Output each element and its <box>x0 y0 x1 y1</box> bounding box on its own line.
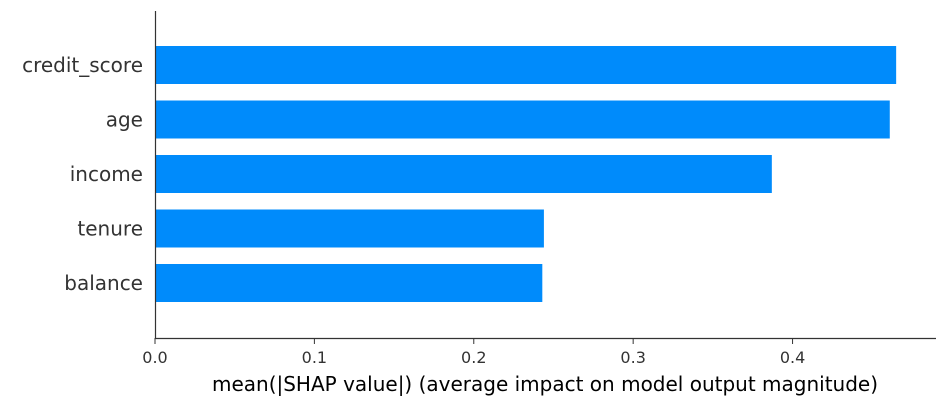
bar-balance <box>155 264 543 302</box>
bar-income <box>155 155 772 193</box>
x-tick-label: 0.0 <box>142 348 167 367</box>
bar-credit-score <box>155 46 897 84</box>
category-label-tenure: tenure <box>77 217 143 241</box>
x-axis-title: mean(|SHAP value|) (average impact on mo… <box>212 372 878 396</box>
x-tick-label: 0.1 <box>302 348 327 367</box>
x-tick-label: 0.4 <box>780 348 805 367</box>
x-ticks-group: 0.0 0.1 0.2 0.3 0.4 <box>142 338 805 367</box>
x-tick-label: 0.3 <box>620 348 645 367</box>
bars-group <box>155 46 897 302</box>
x-tick-label: 0.2 <box>461 348 486 367</box>
category-label-balance: balance <box>64 271 143 295</box>
bar-tenure <box>155 209 544 248</box>
category-label-credit-score: credit_score <box>22 53 143 77</box>
category-label-age: age <box>106 108 143 132</box>
category-label-income: income <box>70 162 143 186</box>
bar-age <box>155 100 890 139</box>
